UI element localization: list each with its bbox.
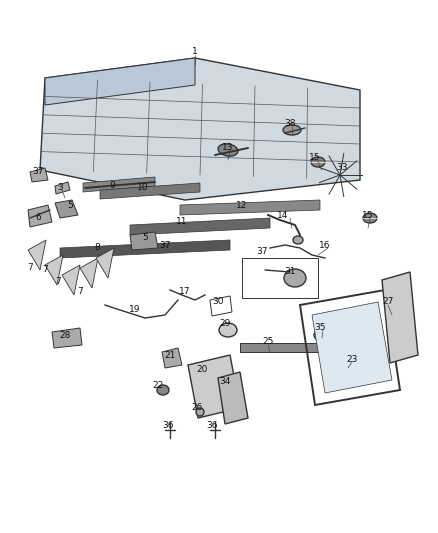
Polygon shape	[52, 328, 82, 348]
Polygon shape	[45, 58, 195, 105]
Text: 37: 37	[256, 247, 268, 256]
Ellipse shape	[196, 408, 204, 416]
Polygon shape	[60, 240, 230, 258]
Polygon shape	[180, 200, 320, 215]
Polygon shape	[55, 182, 70, 194]
Text: 35: 35	[314, 324, 326, 333]
Polygon shape	[382, 272, 418, 363]
Ellipse shape	[293, 236, 303, 244]
Text: 7: 7	[42, 265, 48, 274]
Polygon shape	[240, 343, 320, 352]
Text: 34: 34	[219, 377, 231, 386]
Polygon shape	[312, 302, 392, 393]
Ellipse shape	[284, 269, 306, 287]
Polygon shape	[62, 265, 80, 295]
Text: 16: 16	[319, 240, 331, 249]
Polygon shape	[80, 258, 98, 288]
Text: 26: 26	[191, 403, 203, 413]
Text: 28: 28	[59, 330, 71, 340]
Ellipse shape	[157, 385, 169, 395]
Ellipse shape	[314, 329, 330, 341]
Text: 30: 30	[212, 297, 224, 306]
Polygon shape	[130, 218, 270, 235]
Text: 15: 15	[309, 154, 321, 163]
Text: 9: 9	[109, 181, 115, 190]
Polygon shape	[83, 177, 155, 192]
Polygon shape	[30, 168, 48, 182]
Text: 37: 37	[32, 167, 44, 176]
Text: 20: 20	[196, 366, 208, 375]
Text: 31: 31	[284, 268, 296, 277]
Text: 6: 6	[35, 214, 41, 222]
Text: 7: 7	[77, 287, 83, 296]
Polygon shape	[162, 348, 182, 368]
Text: 22: 22	[152, 381, 164, 390]
Text: 7: 7	[27, 263, 33, 272]
Text: 11: 11	[176, 217, 188, 227]
Text: 29: 29	[219, 319, 231, 327]
Text: 33: 33	[336, 164, 348, 173]
Text: 10: 10	[137, 183, 149, 192]
Ellipse shape	[311, 157, 325, 167]
Text: 36: 36	[206, 421, 218, 430]
Polygon shape	[40, 58, 360, 200]
Ellipse shape	[283, 125, 301, 135]
Text: 13: 13	[222, 143, 234, 152]
Polygon shape	[188, 355, 240, 418]
Ellipse shape	[363, 213, 377, 223]
Text: 23: 23	[346, 356, 358, 365]
Text: 21: 21	[164, 351, 176, 359]
Text: 38: 38	[284, 119, 296, 128]
Text: 1: 1	[192, 47, 198, 56]
Text: 5: 5	[67, 200, 73, 209]
Text: 8: 8	[94, 244, 100, 253]
Ellipse shape	[219, 323, 237, 337]
Text: 7: 7	[55, 278, 61, 287]
Text: 17: 17	[179, 287, 191, 296]
Polygon shape	[28, 240, 46, 270]
Text: 19: 19	[129, 305, 141, 314]
Text: 36: 36	[162, 421, 174, 430]
Text: 37: 37	[159, 240, 171, 249]
Text: 15: 15	[362, 211, 374, 220]
Polygon shape	[218, 372, 248, 424]
Text: 3: 3	[57, 183, 63, 192]
Text: 12: 12	[237, 200, 247, 209]
Polygon shape	[100, 183, 200, 199]
Text: 27: 27	[382, 297, 394, 306]
Polygon shape	[96, 248, 114, 278]
Ellipse shape	[218, 144, 238, 156]
Text: 14: 14	[277, 211, 289, 220]
Text: 25: 25	[262, 337, 274, 346]
Polygon shape	[28, 205, 52, 227]
Polygon shape	[55, 200, 78, 218]
Text: 5: 5	[142, 233, 148, 243]
Polygon shape	[45, 255, 63, 285]
Polygon shape	[130, 232, 158, 250]
